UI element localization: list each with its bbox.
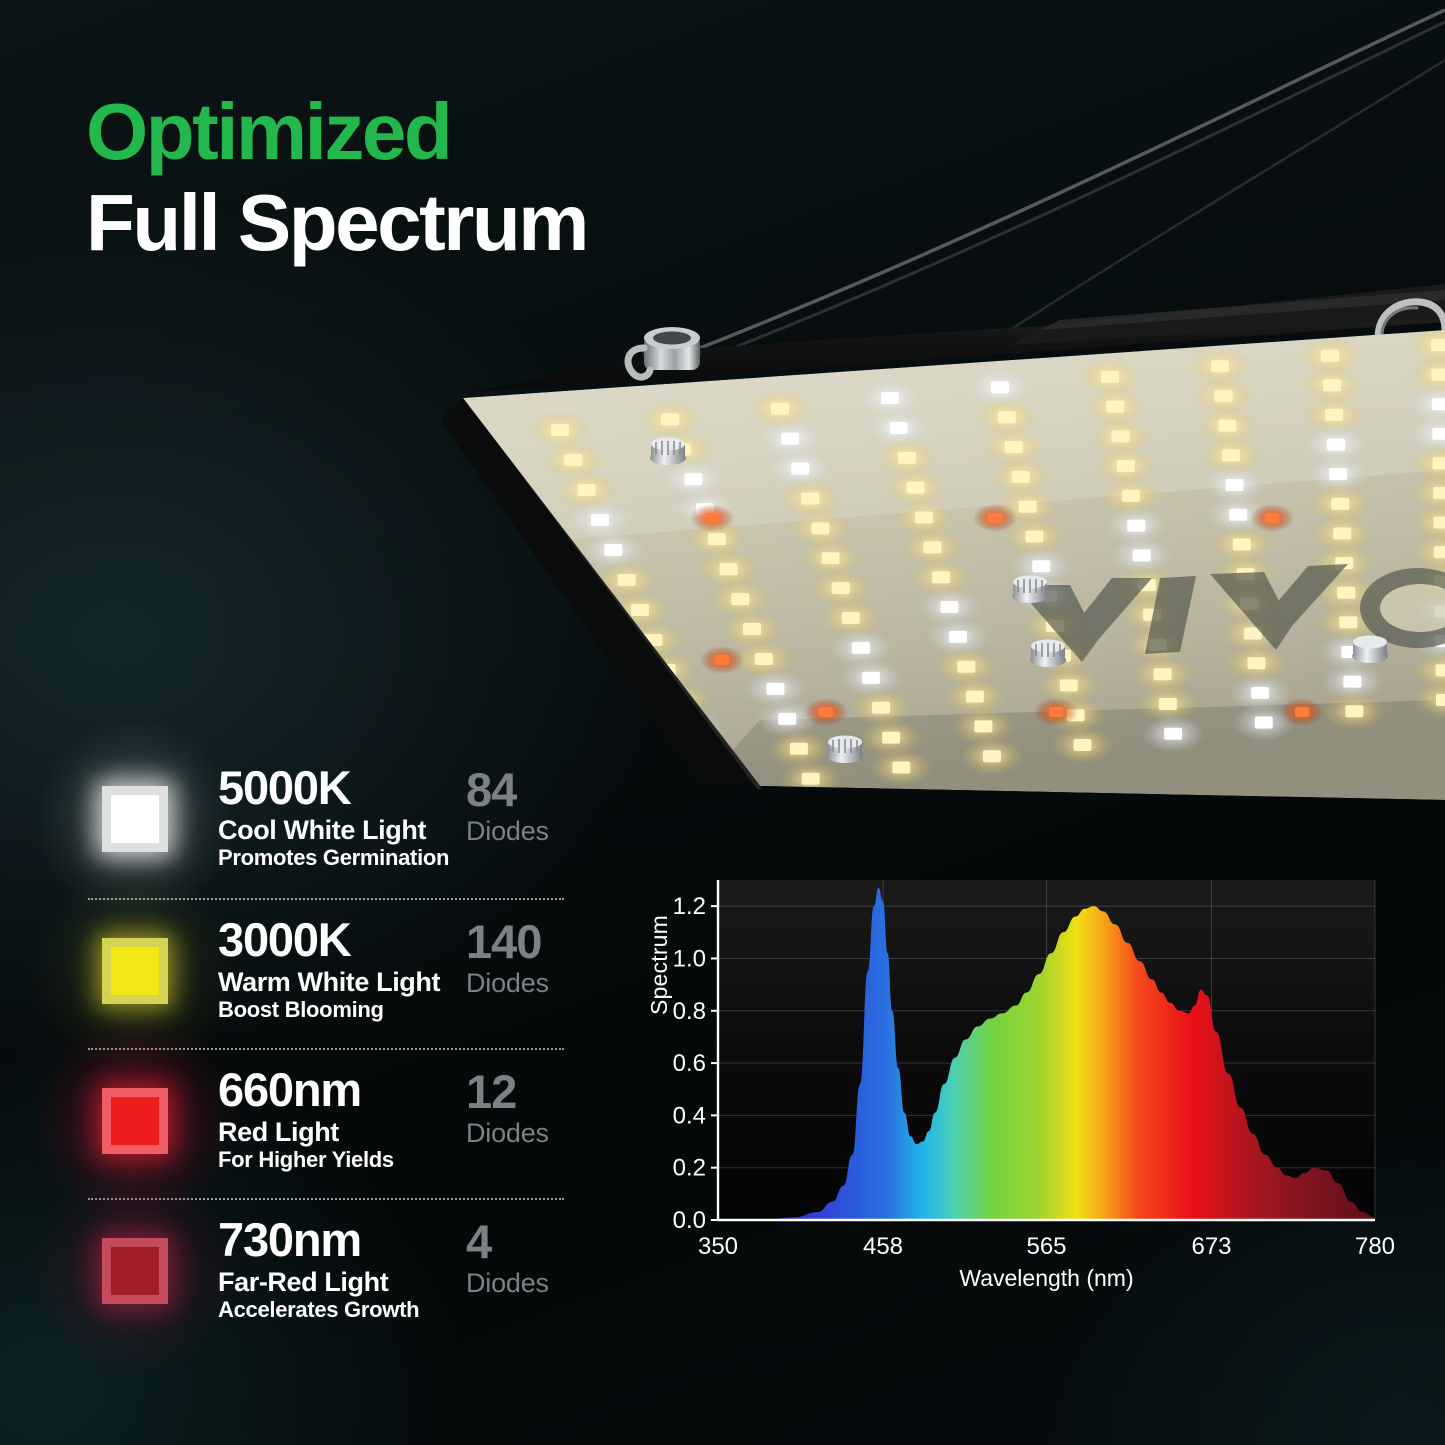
legend-divider-1 [88, 898, 564, 900]
legend-title: 660nm [218, 1063, 362, 1116]
diode-count-label: Diodes [466, 815, 549, 846]
panel-standoffs [650, 437, 1388, 763]
svg-text:1.0: 1.0 [673, 945, 706, 972]
svg-text:458: 458 [863, 1233, 903, 1260]
headline-line-2: Full Spectrum [86, 178, 589, 267]
color-chip-660nm [102, 1088, 168, 1154]
legend-subtitle: Far-Red Light [218, 1266, 389, 1297]
svg-text:1.2: 1.2 [673, 893, 706, 920]
spectrum-chart: 0.0 0.2 0.4 0.6 0.8 1.0 1.2 350 458 565 673 780 Wave… [640, 862, 1410, 1292]
legend-subtitle: Warm White Light [218, 966, 441, 997]
legend-subtitle: Cool White Light [218, 814, 427, 845]
svg-text:673: 673 [1191, 1233, 1231, 1260]
legend-text-3000k: 3000K Warm White Light Boost Blooming [218, 916, 518, 1023]
svg-text:780: 780 [1355, 1233, 1395, 1260]
legend-count-3000k: 140 Diodes [466, 918, 606, 998]
svg-text:0.0: 0.0 [673, 1207, 706, 1234]
color-chip-3000k [102, 938, 168, 1004]
spectrum-curve [718, 887, 1375, 1220]
color-chip-5000k [102, 786, 168, 852]
legend-divider-3 [88, 1198, 564, 1200]
diode-count: 4 [466, 1215, 492, 1268]
hanging-hook-left [624, 327, 702, 381]
swatch-5000k [30, 714, 240, 924]
svg-text:565: 565 [1026, 1233, 1066, 1260]
legend-count-5000k: 84 Diodes [466, 766, 606, 846]
legend-subtitle: Red Light [218, 1116, 339, 1147]
legend-text-5000k: 5000K Cool White Light Promotes Germinat… [218, 764, 518, 871]
svg-text:0.4: 0.4 [673, 1102, 706, 1129]
diode-count: 140 [466, 915, 542, 968]
legend-row-5000k: 5000K Cool White Light Promotes Germinat… [30, 714, 566, 924]
brand-logo [1015, 564, 1445, 662]
hanging-cables [689, 8, 1445, 366]
svg-text:0.2: 0.2 [673, 1155, 706, 1182]
legend-count-660nm: 12 Diodes [466, 1068, 606, 1148]
page-title: Optimized Full Spectrum [86, 87, 589, 267]
panel-frame [463, 284, 1445, 410]
legend-note: For Higher Yields [218, 1147, 394, 1173]
legend-row-3000k: 3000K Warm White Light Boost Blooming 14… [30, 866, 566, 1076]
legend-note: Boost Blooming [218, 997, 384, 1023]
diode-count: 12 [466, 1065, 517, 1118]
legend-title: 3000K [218, 913, 352, 966]
led-board-face [463, 330, 1445, 800]
legend-count-730nm: 4 Diodes [466, 1218, 606, 1298]
svg-text:0.6: 0.6 [673, 1050, 706, 1077]
legend-text-660nm: 660nm Red Light For Higher Yields [218, 1066, 518, 1173]
legend-title: 730nm [218, 1213, 362, 1266]
legend-note: Promotes Germination [218, 845, 450, 871]
legend-title: 5000K [218, 761, 352, 814]
diode-count-label: Diodes [466, 1117, 549, 1148]
svg-text:0.8: 0.8 [673, 998, 706, 1025]
spectrum-legend: 5000K Cool White Light Promotes Germinat… [30, 714, 566, 1376]
swatch-730nm [30, 1166, 240, 1376]
swatch-3000k [30, 866, 240, 1076]
diode-count: 84 [466, 763, 517, 816]
swatch-660nm [30, 1016, 240, 1226]
legend-note: Accelerates Growth [218, 1297, 420, 1323]
spectrum-chart-svg: 0.0 0.2 0.4 0.6 0.8 1.0 1.2 350 458 565 673 780 Wave… [673, 880, 1395, 1291]
chart-y-axis-title: Spectrum [646, 914, 672, 1015]
svg-text:Wavelength (nm): Wavelength (nm) [959, 1265, 1133, 1291]
legend-text-730nm: 730nm Far-Red Light Accelerates Growth [218, 1216, 518, 1323]
color-chip-730nm [102, 1238, 168, 1304]
legend-row-730nm: 730nm Far-Red Light Accelerates Growth 4… [30, 1166, 566, 1376]
diode-count-label: Diodes [466, 1267, 549, 1298]
diode-count-label: Diodes [466, 967, 549, 998]
headline-line-1: Optimized [86, 87, 453, 176]
svg-text:350: 350 [698, 1233, 738, 1260]
legend-divider-2 [88, 1048, 564, 1050]
legend-row-660nm: 660nm Red Light For Higher Yields 12 Dio… [30, 1016, 566, 1226]
hanging-hook-right [1374, 298, 1445, 342]
